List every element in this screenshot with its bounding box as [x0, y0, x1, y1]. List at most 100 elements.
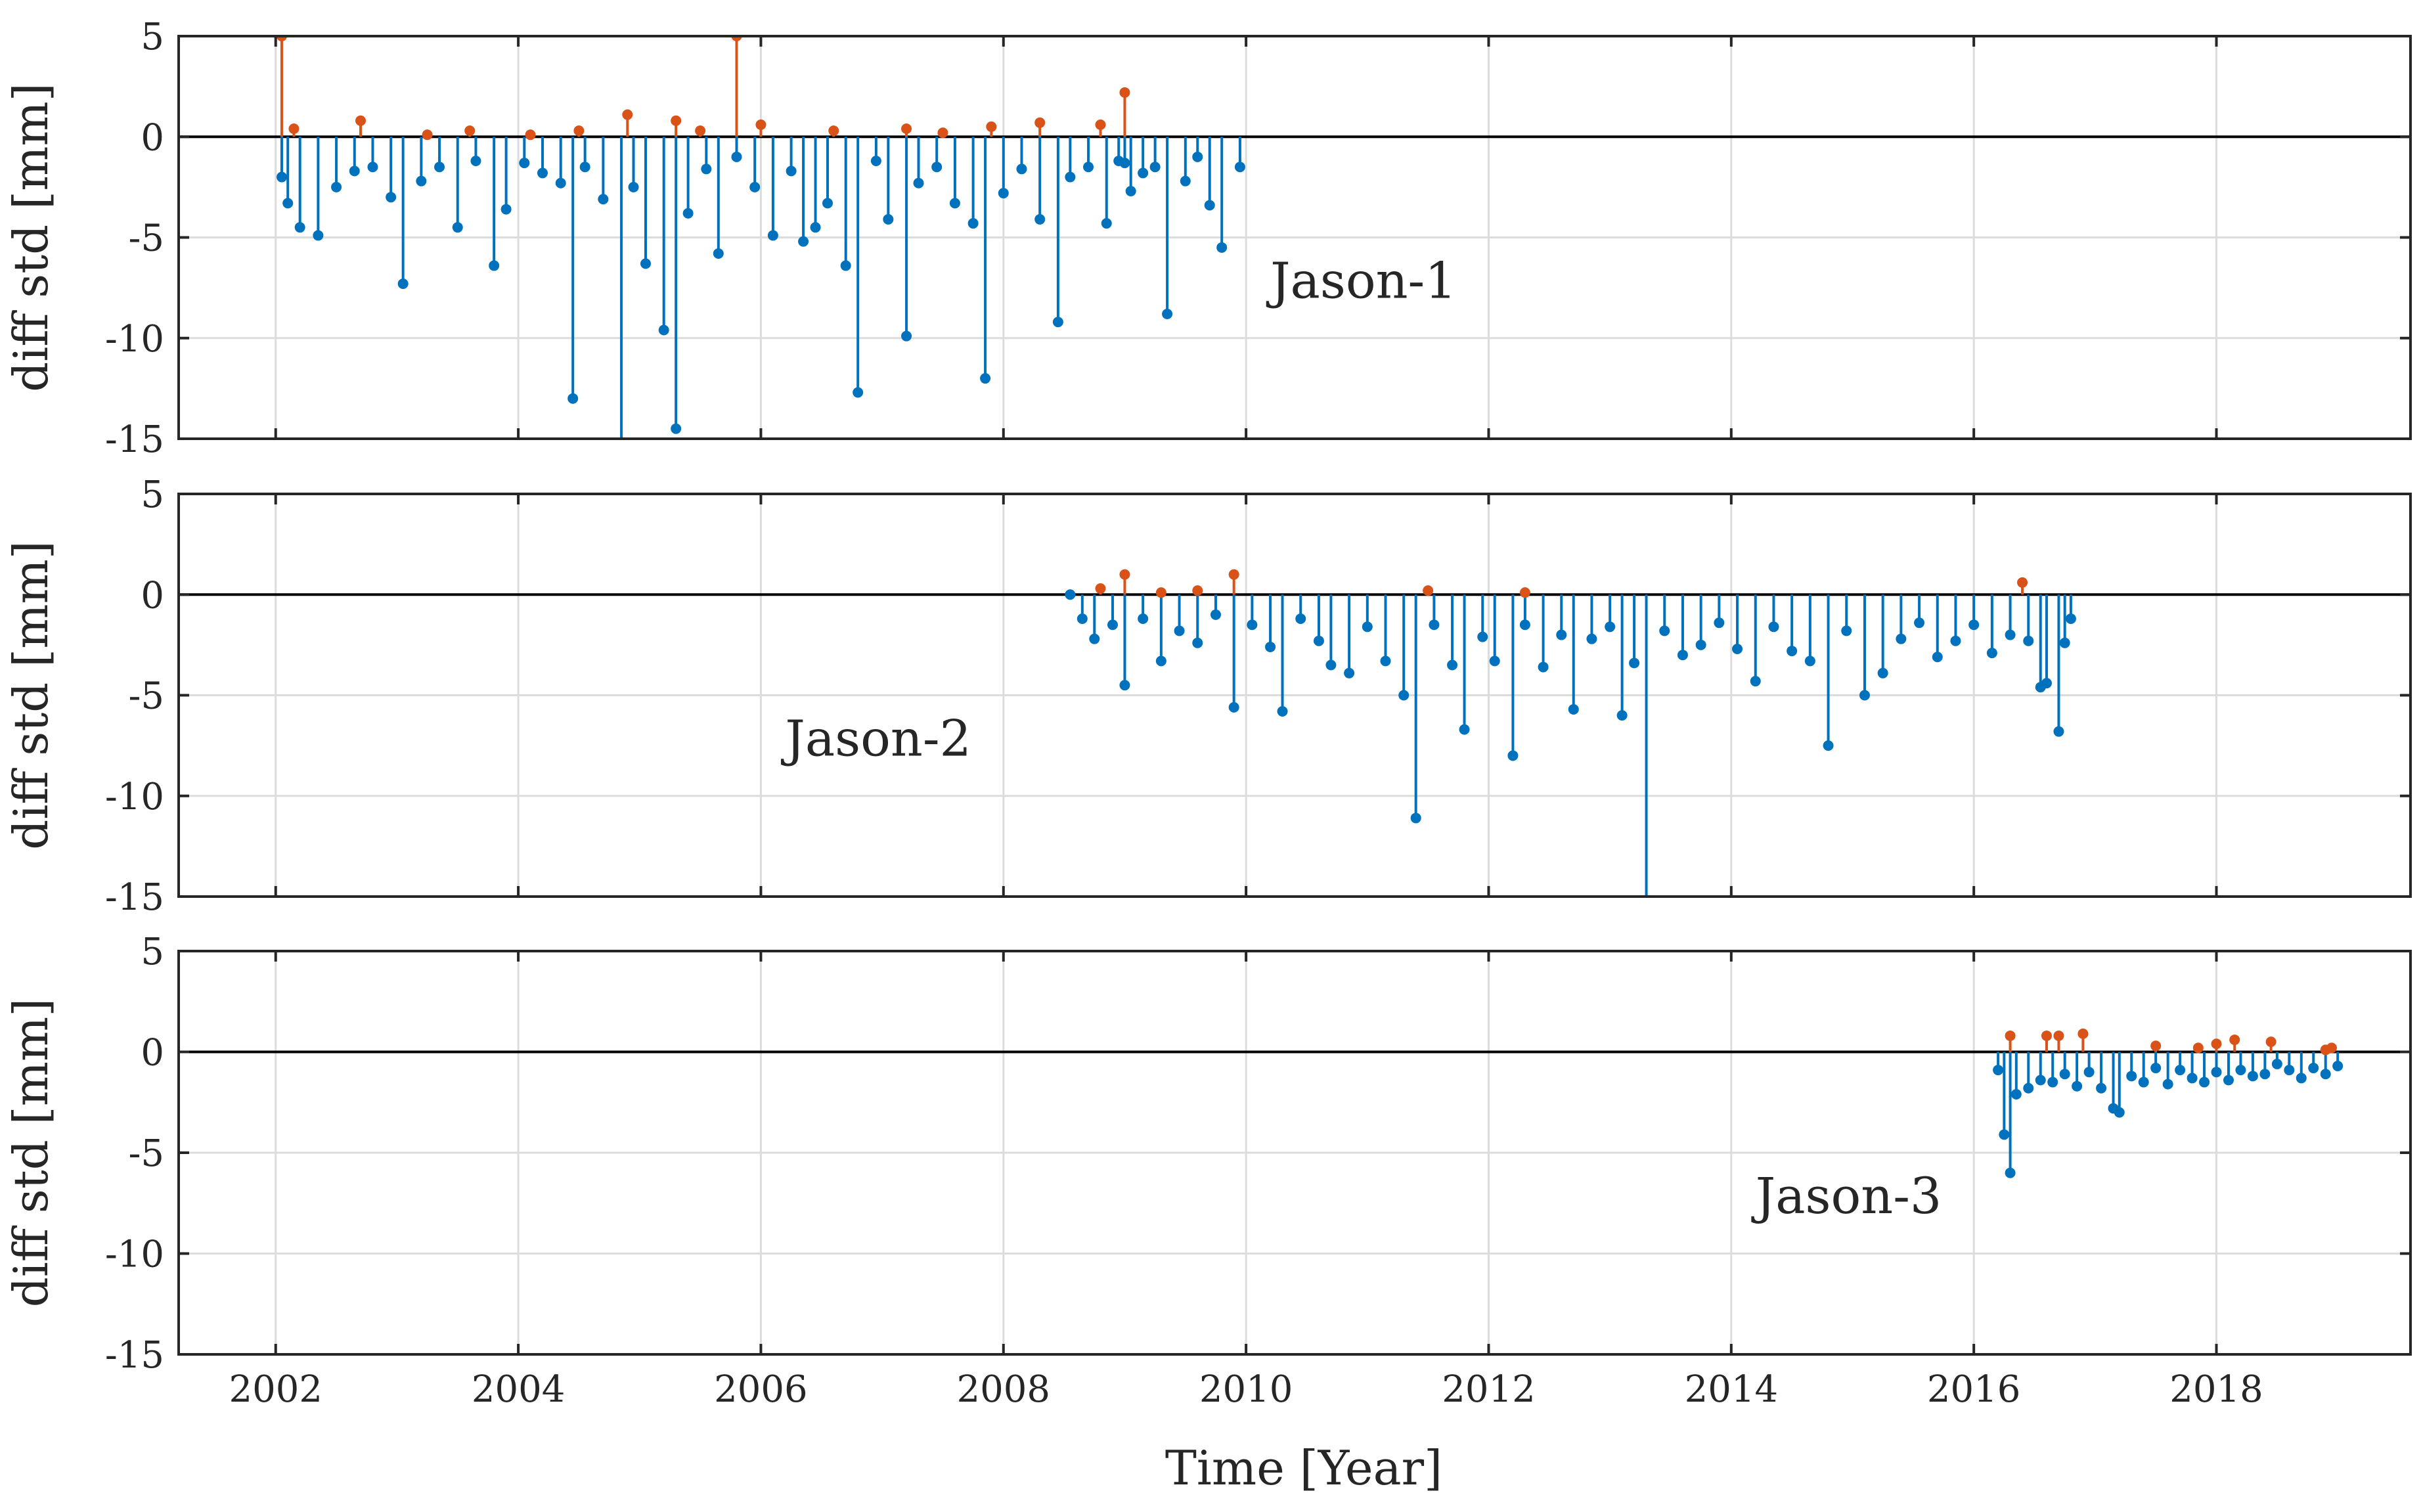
- y-tick-label: -5: [128, 1132, 164, 1175]
- positive-marker: [2326, 1042, 2337, 1054]
- negative-marker: [579, 162, 590, 173]
- negative-marker: [470, 156, 481, 167]
- negative-marker: [1313, 635, 1324, 646]
- negative-marker: [2259, 1069, 2271, 1080]
- negative-marker: [2199, 1077, 2210, 1088]
- positive-marker: [828, 125, 839, 137]
- negative-marker: [967, 218, 979, 229]
- negative-marker: [949, 198, 960, 209]
- negative-marker: [1107, 619, 1118, 631]
- negative-marker: [1605, 621, 1616, 633]
- positive-marker: [1095, 119, 1106, 130]
- negative-marker: [1459, 724, 1470, 735]
- x-tick-label: 2012: [1442, 1368, 1536, 1411]
- negative-marker: [1016, 164, 1027, 175]
- negative-marker: [713, 248, 724, 259]
- negative-marker: [1968, 619, 1980, 631]
- negative-marker: [1089, 633, 1100, 644]
- negative-marker: [567, 393, 579, 404]
- positive-marker: [2005, 1030, 2016, 1041]
- satellite-label: Jason-2: [780, 709, 971, 767]
- negative-marker: [2187, 1073, 2198, 1084]
- negative-marker: [2010, 1088, 2022, 1100]
- satellite-label: Jason-1: [1266, 251, 1457, 309]
- negative-marker: [1999, 1129, 2010, 1140]
- y-tick-label: 5: [141, 931, 164, 973]
- negative-marker: [1065, 171, 1076, 183]
- negative-marker: [1695, 639, 1706, 650]
- positive-marker: [573, 125, 585, 137]
- positive-marker: [1119, 569, 1130, 580]
- y-tick-label: -15: [105, 1334, 164, 1377]
- negative-marker: [2162, 1078, 2173, 1090]
- y-tick-label: -5: [128, 675, 164, 718]
- negative-marker: [2059, 1069, 2070, 1080]
- negative-marker: [1216, 242, 1228, 253]
- negative-marker: [349, 166, 360, 177]
- positive-marker: [1119, 87, 1130, 98]
- negative-marker: [1477, 631, 1488, 642]
- negative-marker: [1052, 317, 1063, 328]
- x-tick-label: 2016: [1927, 1368, 2021, 1411]
- y-tick-label: -10: [105, 318, 164, 361]
- negative-marker: [1914, 617, 1925, 629]
- x-tick-label: 2002: [229, 1368, 322, 1411]
- negative-marker: [1034, 213, 1046, 225]
- plot-area: [179, 36, 2410, 439]
- y-tick-label: -10: [105, 776, 164, 818]
- positive-marker: [2041, 1030, 2052, 1041]
- negative-marker: [1155, 656, 1166, 667]
- negative-marker: [1138, 613, 1149, 625]
- positive-marker: [901, 123, 912, 134]
- panel-jason-1: 5 0 -5 -10 -15 diff std [mm] Jason-1: [3, 16, 2412, 461]
- negative-marker: [1344, 667, 1355, 678]
- y-tick-label: -15: [105, 876, 164, 919]
- negative-marker: [1986, 648, 1997, 659]
- negative-marker: [294, 222, 305, 233]
- negative-marker: [786, 166, 797, 177]
- negative-marker: [2332, 1060, 2343, 1071]
- negative-marker: [1410, 812, 1421, 824]
- negative-marker: [913, 177, 924, 189]
- negative-marker: [2023, 635, 2034, 646]
- negative-marker: [1489, 656, 1500, 667]
- negative-marker: [767, 230, 778, 241]
- positive-marker: [622, 109, 633, 120]
- negative-marker: [2235, 1065, 2246, 1076]
- negative-marker: [1119, 680, 1130, 691]
- negative-marker: [1204, 200, 1215, 211]
- positive-marker: [1192, 585, 1203, 596]
- negative-marker: [1077, 613, 1088, 625]
- negative-marker: [1993, 1065, 2004, 1076]
- negative-marker: [658, 324, 669, 336]
- negative-marker: [2271, 1058, 2282, 1069]
- negative-marker: [1228, 701, 1239, 713]
- negative-marker: [1877, 667, 1888, 678]
- negative-marker: [870, 156, 881, 167]
- negative-marker: [1295, 613, 1306, 625]
- positive-marker: [1095, 583, 1106, 594]
- negative-marker: [1138, 167, 1149, 179]
- negative-marker: [489, 260, 500, 271]
- negative-marker: [2005, 1167, 2016, 1178]
- negative-marker: [1823, 740, 1834, 751]
- negative-marker: [2047, 1077, 2058, 1088]
- negative-marker: [1083, 162, 1094, 173]
- positive-marker: [464, 125, 476, 137]
- negative-marker: [2126, 1071, 2137, 1082]
- negative-marker: [1210, 609, 1221, 620]
- positive-marker: [986, 121, 997, 132]
- negative-marker: [2247, 1071, 2258, 1082]
- negative-marker: [1192, 151, 1203, 162]
- negative-marker: [555, 177, 566, 189]
- negative-marker: [2059, 637, 2070, 648]
- negative-marker: [1519, 619, 1530, 631]
- positive-marker: [671, 115, 682, 126]
- x-tick-label: 2006: [714, 1368, 808, 1411]
- panel-jason-2: 5 0 -5 -10 -15 diff std [mm] Jason-2: [3, 474, 2412, 919]
- negative-marker: [2150, 1063, 2162, 1074]
- x-tick-label: 2004: [472, 1368, 566, 1411]
- y-tick-label: -15: [105, 418, 164, 461]
- negative-marker: [1380, 656, 1391, 667]
- negative-marker: [1677, 650, 1688, 661]
